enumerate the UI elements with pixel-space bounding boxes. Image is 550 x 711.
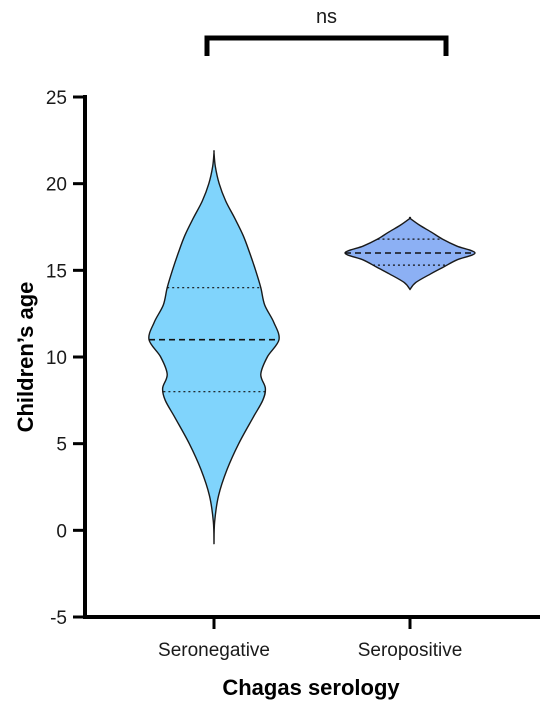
y-tick-label: -5 xyxy=(50,608,67,629)
y-tick-label: 10 xyxy=(46,348,67,369)
y-ticks-group: -5 0 5 10 15 20 25 xyxy=(46,88,85,629)
y-tick-label: 20 xyxy=(46,175,67,196)
significance-label: ns xyxy=(316,6,337,28)
x-ticks-group: Seronegative Seropositive xyxy=(158,617,462,661)
y-tick-label: 15 xyxy=(46,261,67,282)
y-tick-label: 25 xyxy=(46,88,67,109)
y-tick-label: 0 xyxy=(56,521,67,542)
significance-bracket-group: ns xyxy=(204,6,449,56)
x-axis-title: Chagas serology xyxy=(222,675,400,700)
significance-bracket xyxy=(204,35,449,56)
y-tick-label: 5 xyxy=(56,435,67,456)
y-axis-title: Children’s age xyxy=(13,282,38,433)
violin-seronegative xyxy=(148,150,280,545)
violin-series-group xyxy=(148,150,476,545)
axes-group xyxy=(83,95,540,619)
x-tick-label: Seronegative xyxy=(158,640,270,661)
x-tick-label: Seropositive xyxy=(358,640,463,661)
